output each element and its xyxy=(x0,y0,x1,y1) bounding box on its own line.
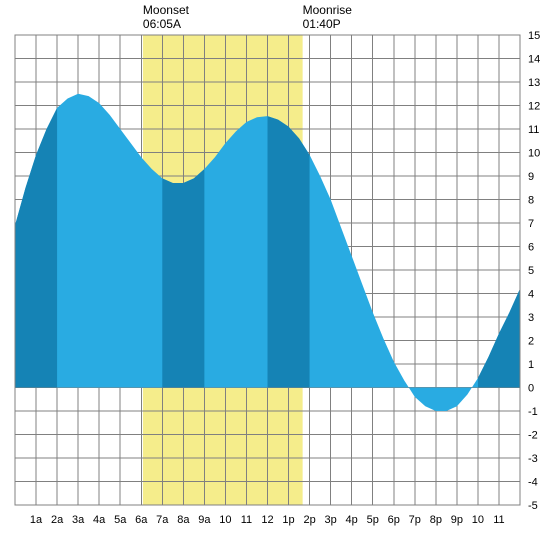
y-tick-label: 6 xyxy=(528,242,534,254)
x-tick-label: 10 xyxy=(472,514,484,526)
y-tick-label: 14 xyxy=(528,54,540,66)
y-tick-label: 0 xyxy=(528,383,534,395)
y-tick-label: 10 xyxy=(528,148,540,160)
y-tick-label: 2 xyxy=(528,336,534,348)
moonset-time: 06:05A xyxy=(143,17,181,31)
x-tick-label: 6a xyxy=(135,514,148,526)
x-tick-label: 3a xyxy=(72,514,85,526)
y-tick-label: -2 xyxy=(528,430,538,442)
y-tick-label: -5 xyxy=(528,500,538,512)
x-tick-label: 2a xyxy=(51,514,64,526)
x-tick-label: 8a xyxy=(177,514,190,526)
y-tick-label: 11 xyxy=(528,124,539,136)
y-tick-label: 15 xyxy=(528,30,540,42)
y-tick-label: -1 xyxy=(528,406,538,418)
y-tick-label: -4 xyxy=(528,477,538,489)
x-tick-label: 1a xyxy=(30,514,43,526)
y-tick-label: 1 xyxy=(528,359,534,371)
x-tick-label: 4a xyxy=(93,514,106,526)
tide-chart: 1a2a3a4a5a6a7a8a9a1011121p2p3p4p5p6p7p8p… xyxy=(0,0,550,550)
y-tick-label: 9 xyxy=(528,171,534,183)
tide-shade-band xyxy=(162,169,204,388)
x-tick-label: 11 xyxy=(241,514,252,526)
y-tick-label: 3 xyxy=(528,312,534,324)
moonrise-title: Moonrise xyxy=(303,3,353,17)
x-tick-label: 10 xyxy=(219,514,231,526)
x-tick-label: 5a xyxy=(114,514,127,526)
x-tick-label: 11 xyxy=(493,514,504,526)
x-tick-label: 1p xyxy=(282,514,294,526)
x-tick-label: 2p xyxy=(303,514,315,526)
tide-shade-band xyxy=(268,116,310,387)
y-tick-label: 5 xyxy=(528,265,534,277)
x-tick-label: 3p xyxy=(325,514,337,526)
x-tick-label: 7a xyxy=(156,514,169,526)
moonrise-time: 01:40P xyxy=(303,17,341,31)
x-tick-label: 8p xyxy=(430,514,442,526)
x-tick-label: 4p xyxy=(346,514,358,526)
moonset-title: Moonset xyxy=(143,3,190,17)
y-tick-label: 12 xyxy=(528,101,540,113)
x-tick-label: 9a xyxy=(198,514,211,526)
y-tick-label: -3 xyxy=(528,453,538,465)
x-tick-label: 7p xyxy=(409,514,421,526)
x-tick-label: 9p xyxy=(451,514,463,526)
y-tick-label: 8 xyxy=(528,195,534,207)
x-tick-label: 12 xyxy=(261,514,273,526)
y-tick-label: 7 xyxy=(528,218,534,230)
x-tick-label: 6p xyxy=(388,514,400,526)
x-tick-label: 5p xyxy=(367,514,379,526)
tide-chart-svg: 1a2a3a4a5a6a7a8a9a1011121p2p3p4p5p6p7p8p… xyxy=(0,0,550,550)
y-tick-label: 13 xyxy=(528,77,540,89)
y-tick-label: 4 xyxy=(528,289,534,301)
